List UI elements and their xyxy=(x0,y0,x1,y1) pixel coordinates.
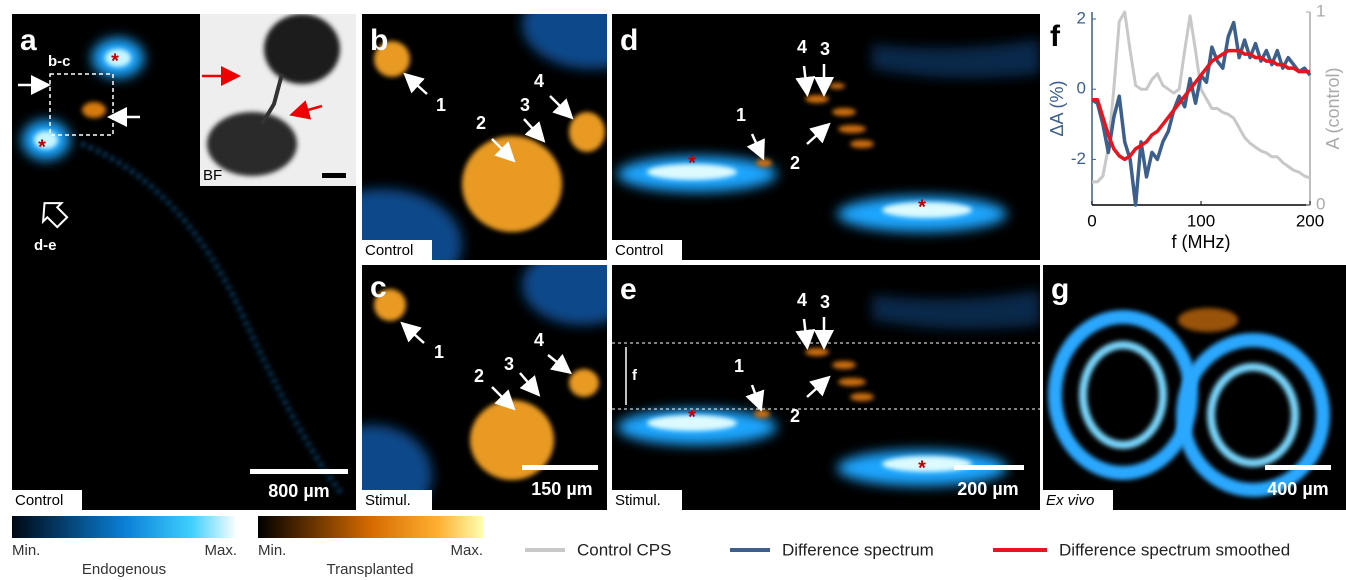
condition: Ex vivo xyxy=(1046,492,1094,509)
y2-axis-label: A (control) xyxy=(1323,67,1343,149)
legend-label: Difference spectrum smoothed xyxy=(1059,540,1290,559)
arrow-label: 3 xyxy=(520,95,530,115)
marker: * xyxy=(918,457,926,479)
y-tick-label: 0 xyxy=(1077,79,1086,98)
body: a b-c d-e * * BF Control 800 µm b 1 2 3 … xyxy=(0,0,1346,580)
x-tick-label: 200 xyxy=(1296,211,1324,230)
scale-bar xyxy=(522,465,598,470)
arrow-label: 4 xyxy=(797,290,807,310)
scale-label: 150 µm xyxy=(531,479,592,499)
panel-a: a b-c d-e * * BF Control 800 µm xyxy=(12,14,356,510)
scale-label: 400 µm xyxy=(1267,479,1328,499)
arrow-label: 4 xyxy=(797,37,807,57)
scale-bar xyxy=(322,173,346,178)
panel-label: c xyxy=(370,271,387,304)
x-tick-label: 100 xyxy=(1187,211,1215,230)
series-line xyxy=(1092,23,1310,205)
blob xyxy=(82,102,106,118)
arrow-label: 3 xyxy=(820,292,830,312)
blob xyxy=(882,202,972,218)
inset-label: b-c xyxy=(48,53,71,70)
arrow-label: 1 xyxy=(436,95,446,115)
y2-tick-label: 1 xyxy=(1316,1,1325,20)
y-tick-label: 2 xyxy=(1077,9,1086,28)
arrow-label: 2 xyxy=(790,153,800,173)
panel-label: d xyxy=(620,24,638,57)
marker: * xyxy=(918,196,926,218)
condition: Control xyxy=(365,242,413,259)
panel-d: d 1 2 3 4 * * Control xyxy=(612,14,1040,260)
panel-label: b xyxy=(370,24,388,57)
colorbar xyxy=(258,516,483,538)
figure: a b-c d-e * * BF Control 800 µm b 1 2 3 … xyxy=(0,0,1346,580)
arrow-label: 4 xyxy=(534,330,544,350)
legend-label: Control CPS xyxy=(577,540,671,559)
panel-label: a xyxy=(20,24,37,57)
arrow-label: 3 xyxy=(504,354,514,374)
colorbar-max: Max. xyxy=(450,542,483,559)
arrow-label: 2 xyxy=(474,366,484,386)
arrow-label: 1 xyxy=(736,105,746,125)
arrow-label: 1 xyxy=(734,356,744,376)
bf-label: BF xyxy=(203,167,222,184)
panel-label: g xyxy=(1051,273,1069,306)
colorbar-max: Max. xyxy=(204,542,237,559)
colorbar-min: Min. xyxy=(12,542,40,559)
arrow-label: 1 xyxy=(434,342,444,362)
condition: Control xyxy=(15,492,63,509)
blob xyxy=(569,369,599,397)
condition: Stimul. xyxy=(615,492,661,509)
panel-e: e f 1 2 3 4 * * Stimul. 200 µm xyxy=(612,265,1040,510)
arrow-label: 2 xyxy=(790,406,800,426)
chart-title: f xyxy=(1050,20,1061,53)
panel-g: g Ex vivo 400 µm xyxy=(1043,265,1346,510)
series-line xyxy=(1092,12,1310,182)
marker: * xyxy=(688,406,696,428)
page: {"panels": { "a": {"label": "a", "inset_… xyxy=(0,0,1346,580)
scale-bar xyxy=(250,469,348,474)
scale-bar xyxy=(1265,465,1331,470)
y-tick-label: -2 xyxy=(1071,149,1086,168)
arrow-label: 3 xyxy=(820,39,830,59)
legend-label: Difference spectrum xyxy=(782,540,934,559)
cells xyxy=(1178,308,1238,332)
colorbar-label: Endogenous xyxy=(82,561,166,578)
panel-label: e xyxy=(620,273,637,306)
arrow-label: 2 xyxy=(476,113,486,133)
marker: * xyxy=(38,136,46,158)
arrow-label: d-e xyxy=(34,237,57,254)
colorbar xyxy=(12,516,237,538)
condition: Stimul. xyxy=(365,492,411,509)
condition: Control xyxy=(615,242,663,259)
arrow-label: 4 xyxy=(534,71,544,91)
y2-tick-label: 0 xyxy=(1316,194,1325,213)
y-axis-label: ΔA (%) xyxy=(1047,80,1067,136)
marker: * xyxy=(688,152,696,174)
blob xyxy=(569,112,605,152)
panel-c: c 1 2 3 4 Stimul. 150 µm xyxy=(312,245,642,525)
colorbar-label: Transplanted xyxy=(327,561,414,578)
x-tick-label: 0 xyxy=(1087,211,1096,230)
scale-bar xyxy=(954,465,1024,470)
marker: * xyxy=(111,50,119,72)
scale-label: 800 µm xyxy=(268,481,329,501)
x-axis-label: f (MHz) xyxy=(1172,232,1231,252)
scale-label: 200 µm xyxy=(957,479,1018,499)
colorbar-min: Min. xyxy=(258,542,286,559)
bf-blob xyxy=(264,14,340,84)
blob xyxy=(462,136,562,232)
